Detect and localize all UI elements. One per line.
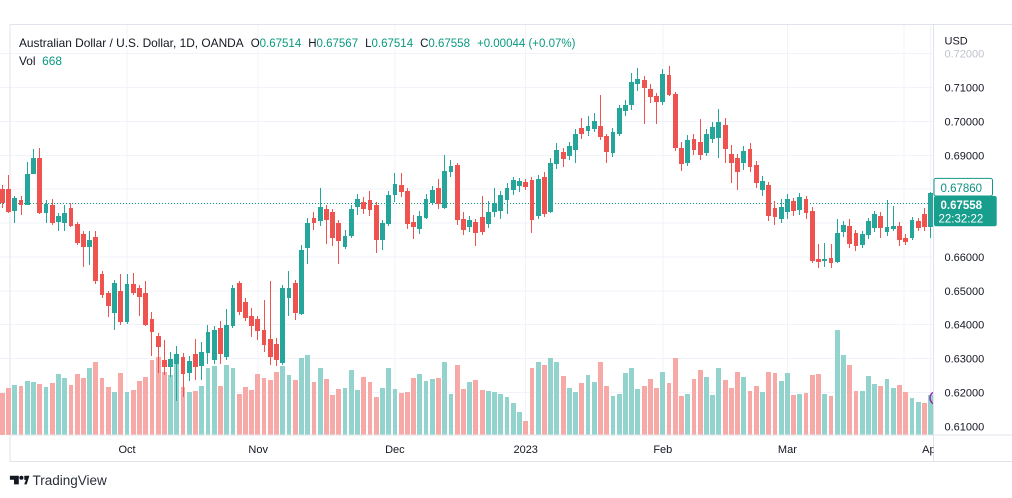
- svg-text:0.69000: 0.69000: [945, 150, 985, 162]
- svg-text:0.67558: 0.67558: [941, 200, 983, 212]
- svg-text:Apr: Apr: [922, 444, 939, 456]
- svg-text:USD: USD: [945, 36, 968, 48]
- svg-text:0.67860: 0.67860: [941, 183, 983, 195]
- svg-text:Feb: Feb: [653, 444, 672, 456]
- svg-text:0.63000: 0.63000: [945, 354, 985, 366]
- svg-text:0.62000: 0.62000: [945, 387, 985, 399]
- svg-text:0.65000: 0.65000: [945, 286, 985, 298]
- svg-text:TradingView: TradingView: [33, 473, 108, 488]
- svg-text:22:32:22: 22:32:22: [939, 214, 984, 226]
- svg-text:0.64000: 0.64000: [945, 320, 985, 332]
- svg-text:0.72000: 0.72000: [945, 49, 985, 61]
- svg-text:0.66000: 0.66000: [945, 252, 985, 264]
- svg-text:2023: 2023: [513, 444, 537, 456]
- svg-text:Nov: Nov: [248, 444, 268, 456]
- svg-text:Oct: Oct: [118, 444, 135, 456]
- svg-text:Mar: Mar: [778, 444, 797, 456]
- svg-text:0.70000: 0.70000: [945, 117, 985, 129]
- svg-text:0.61000: 0.61000: [945, 421, 985, 433]
- svg-text:0.71000: 0.71000: [945, 83, 985, 95]
- svg-text:Dec: Dec: [385, 444, 405, 456]
